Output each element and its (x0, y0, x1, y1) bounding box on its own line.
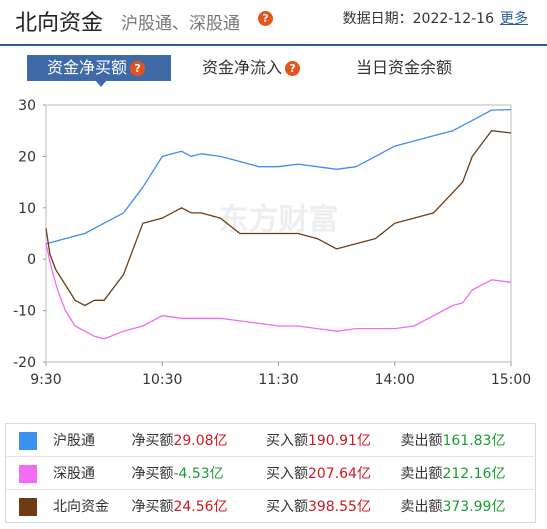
x-tick-label: 10:30 (142, 372, 182, 388)
buy-amount-value: 190.91亿 (307, 433, 371, 449)
tab-net-inflow[interactable]: 资金净流入? (202, 55, 301, 81)
legend-series-name: 深股通 (53, 466, 95, 482)
legend-cell: 净买额-4.53亿 (131, 456, 266, 490)
sell-amount-label: 卖出额 (400, 499, 443, 515)
y-tick-label: 20 (18, 149, 36, 165)
net-buy-value: -4.53亿 (173, 466, 224, 482)
buy-amount-label: 买入额 (265, 433, 308, 449)
page-subtitle: 沪股通、深股通 (121, 14, 240, 34)
help-icon[interactable]: ? (285, 61, 301, 76)
series-line-3 (45, 130, 512, 307)
more-link[interactable]: 更多 (500, 11, 528, 27)
y-tick-label: 10 (18, 201, 36, 217)
legend-cell: 沪股通 (5, 423, 132, 457)
legend-series-name: 沪股通 (53, 433, 95, 449)
northbound-chart[interactable]: 东方财富 30 20 10 0 -10 -20 9:30 10:30 11:30 14:00 15:0… (0, 88, 547, 398)
sell-amount-value: 373.99亿 (442, 499, 506, 515)
x-tick-label: 14:00 (375, 372, 415, 388)
legend-swatch (19, 432, 37, 450)
y-tick-label: -10 (13, 304, 36, 320)
legend-cell: 卖出额161.83亿 (400, 423, 536, 457)
legend-series-name: 北向资金 (53, 499, 109, 515)
x-tick-label: 15:00 (491, 372, 531, 388)
legend-row: 沪股通 净买额29.08亿 买入额190.91亿 卖出额161.83亿 (5, 423, 536, 457)
tab-net-inflow-label: 资金净流入 (202, 58, 283, 77)
legend-table: 沪股通 净买额29.08亿 买入额190.91亿 卖出额161.83亿 深股通 净买额-4… (5, 423, 536, 523)
legend-cell: 买入额398.55亿 (266, 490, 401, 523)
series-line-1 (45, 108, 512, 245)
sell-amount-label: 卖出额 (400, 433, 443, 449)
net-buy-label: 净买额 (131, 466, 174, 482)
net-buy-label: 净买额 (131, 433, 174, 449)
help-icon[interactable]: ? (130, 61, 146, 76)
sell-amount-value: 212.16亿 (442, 466, 506, 482)
y-tick-label: 0 (27, 252, 36, 268)
buy-amount-label: 买入额 (265, 499, 308, 515)
tab-net-buy[interactable]: 资金净买额? (27, 55, 171, 87)
legend-cell: 净买额24.56亿 (131, 490, 266, 523)
net-buy-value: 24.56亿 (173, 499, 228, 515)
legend-cell: 卖出额373.99亿 (400, 490, 535, 523)
tab-bar: 资金净买额? 资金净流入? 当日资金余额 (27, 55, 527, 87)
series-line-2 (45, 243, 512, 340)
y-tick-label: -20 (13, 355, 36, 371)
legend-cell: 北向资金 (6, 490, 132, 523)
legend-swatch (19, 465, 37, 483)
legend-cell: 深股通 (5, 456, 132, 490)
data-date: 数据日期：2022-12-16 更多 (343, 8, 528, 28)
legend-cell: 买入额190.91亿 (265, 423, 401, 457)
legend-cell: 买入额207.64亿 (265, 456, 401, 490)
tab-daily-balance[interactable]: 当日资金余额 (356, 55, 452, 81)
help-icon[interactable]: ? (258, 11, 273, 26)
legend-cell: 净买额29.08亿 (131, 423, 266, 457)
sell-amount-value: 161.83亿 (442, 433, 506, 449)
tab-net-buy-label: 资金净买额 (47, 58, 128, 77)
legend-row: 北向资金 净买额24.56亿 买入额398.55亿 卖出额373.99亿 (6, 490, 536, 523)
buy-amount-value: 398.55亿 (307, 499, 371, 515)
x-tick-label: 9:30 (30, 372, 61, 388)
legend-swatch (19, 498, 37, 516)
legend-row: 深股通 净买额-4.53亿 买入额207.64亿 卖出额212.16亿 (5, 456, 536, 490)
header: 北向资金 沪股通、深股通 ? 数据日期：2022-12-16 更多 (0, 0, 547, 46)
data-date-label: 数据日期：2022-12-16 (342, 11, 494, 27)
buy-amount-value: 207.64亿 (307, 466, 371, 482)
sell-amount-label: 卖出额 (400, 466, 443, 482)
page-title: 北向资金 (15, 11, 104, 36)
active-tab-pointer (95, 80, 107, 87)
chart-svg: 东方财富 30 20 10 0 -10 -209:30 10:30 11:30 14:00 15:0… (13, 98, 531, 388)
watermark-text: 东方财富 (219, 203, 339, 238)
tab-daily-balance-label: 当日资金余额 (356, 58, 453, 77)
net-buy-value: 29.08亿 (173, 433, 228, 449)
buy-amount-label: 买入额 (265, 466, 308, 482)
y-tick-label: 30 (18, 98, 36, 114)
x-tick-label: 11:30 (258, 372, 298, 388)
legend-cell: 卖出额212.16亿 (400, 456, 536, 490)
net-buy-label: 净买额 (131, 499, 174, 515)
